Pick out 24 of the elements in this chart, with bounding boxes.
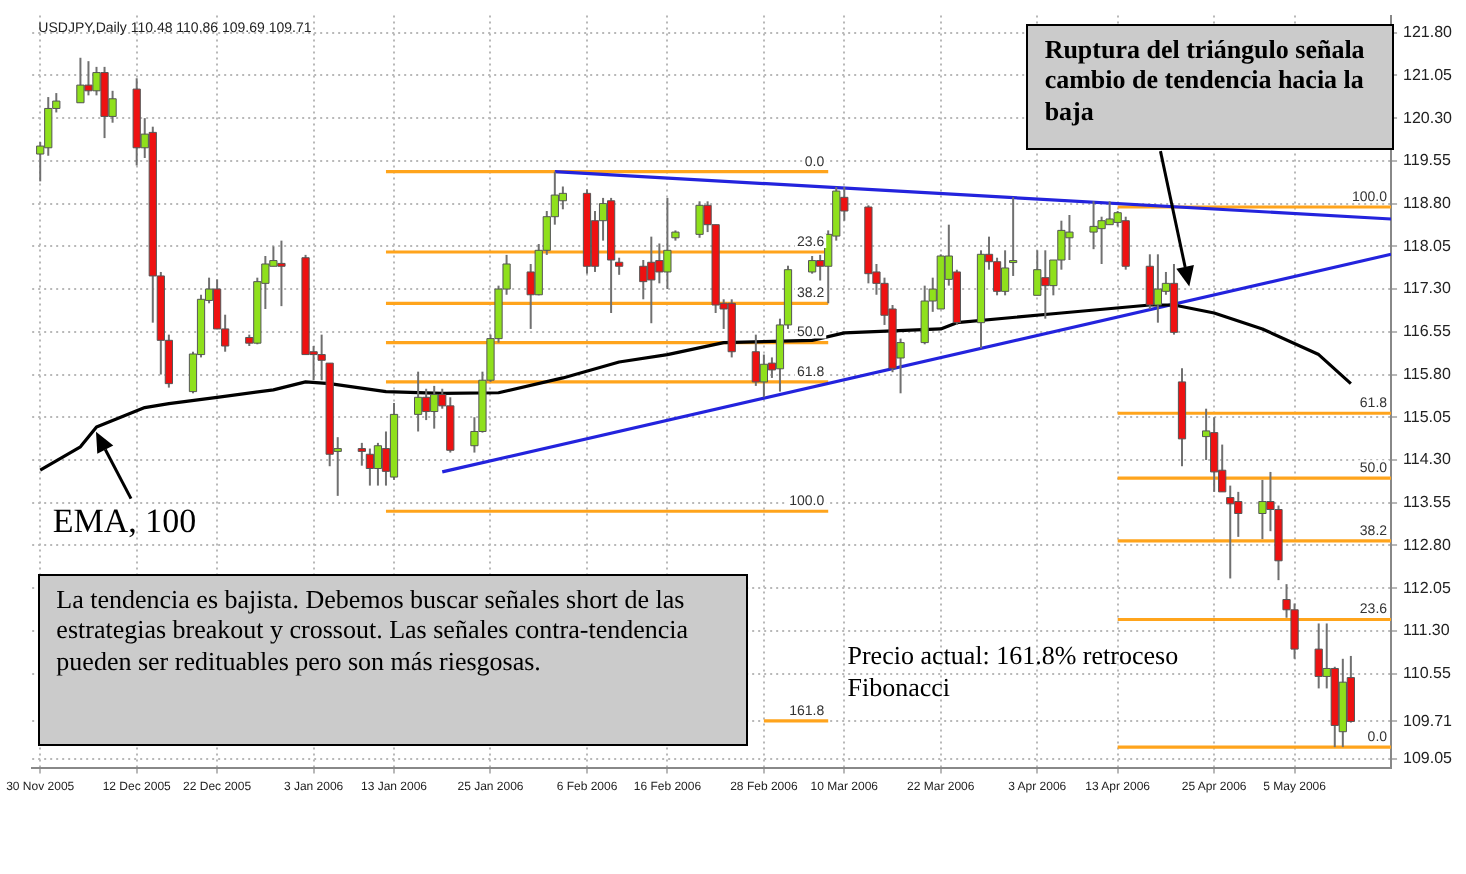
text-box: Ruptura del triángulo señala cambio de tendencia hacia la baja — [1026, 23, 1394, 150]
y-tick-label: 113.55 — [1403, 493, 1452, 512]
y-tick-label: 121.80 — [1403, 23, 1454, 42]
y-tick-label: 118.80 — [1403, 194, 1452, 213]
y-tick-label: 116.55 — [1403, 322, 1452, 341]
candlestick — [1258, 478, 1267, 541]
annotation: EMA, 100 — [52, 502, 197, 544]
candlestick — [100, 65, 109, 140]
y-tick-label: 120.30 — [1403, 108, 1454, 127]
text-box: La tendencia es bajista. Debemos buscar señales short de las estrategias breakout y crossout. Las señales contra-tendencia pueden ser redituables pero son más riesgosas. — [38, 573, 749, 746]
y-tick-label: 111.30 — [1403, 621, 1451, 640]
y-tick-label: 121.05 — [1403, 65, 1454, 84]
y-tick-label: 115.05 — [1403, 407, 1452, 426]
y-tick-label: 114.30 — [1403, 450, 1452, 469]
y-tick-label: 112.05 — [1403, 578, 1452, 597]
y-tick-label: 117.30 — [1403, 279, 1452, 298]
y-tick-label: 110.55 — [1403, 664, 1452, 683]
y-tick-label: 118.05 — [1403, 236, 1452, 255]
y-tick-label: 109.05 — [1403, 749, 1454, 768]
y-tick-label: 115.80 — [1403, 364, 1452, 383]
y-tick-label: 112.80 — [1403, 535, 1452, 554]
y-tick-label: 109.71 — [1403, 711, 1454, 730]
y-tick-label: 119.55 — [1403, 151, 1452, 170]
annotation: Precio actual: 161.8% retroceso Fibonacci — [847, 639, 1181, 703]
